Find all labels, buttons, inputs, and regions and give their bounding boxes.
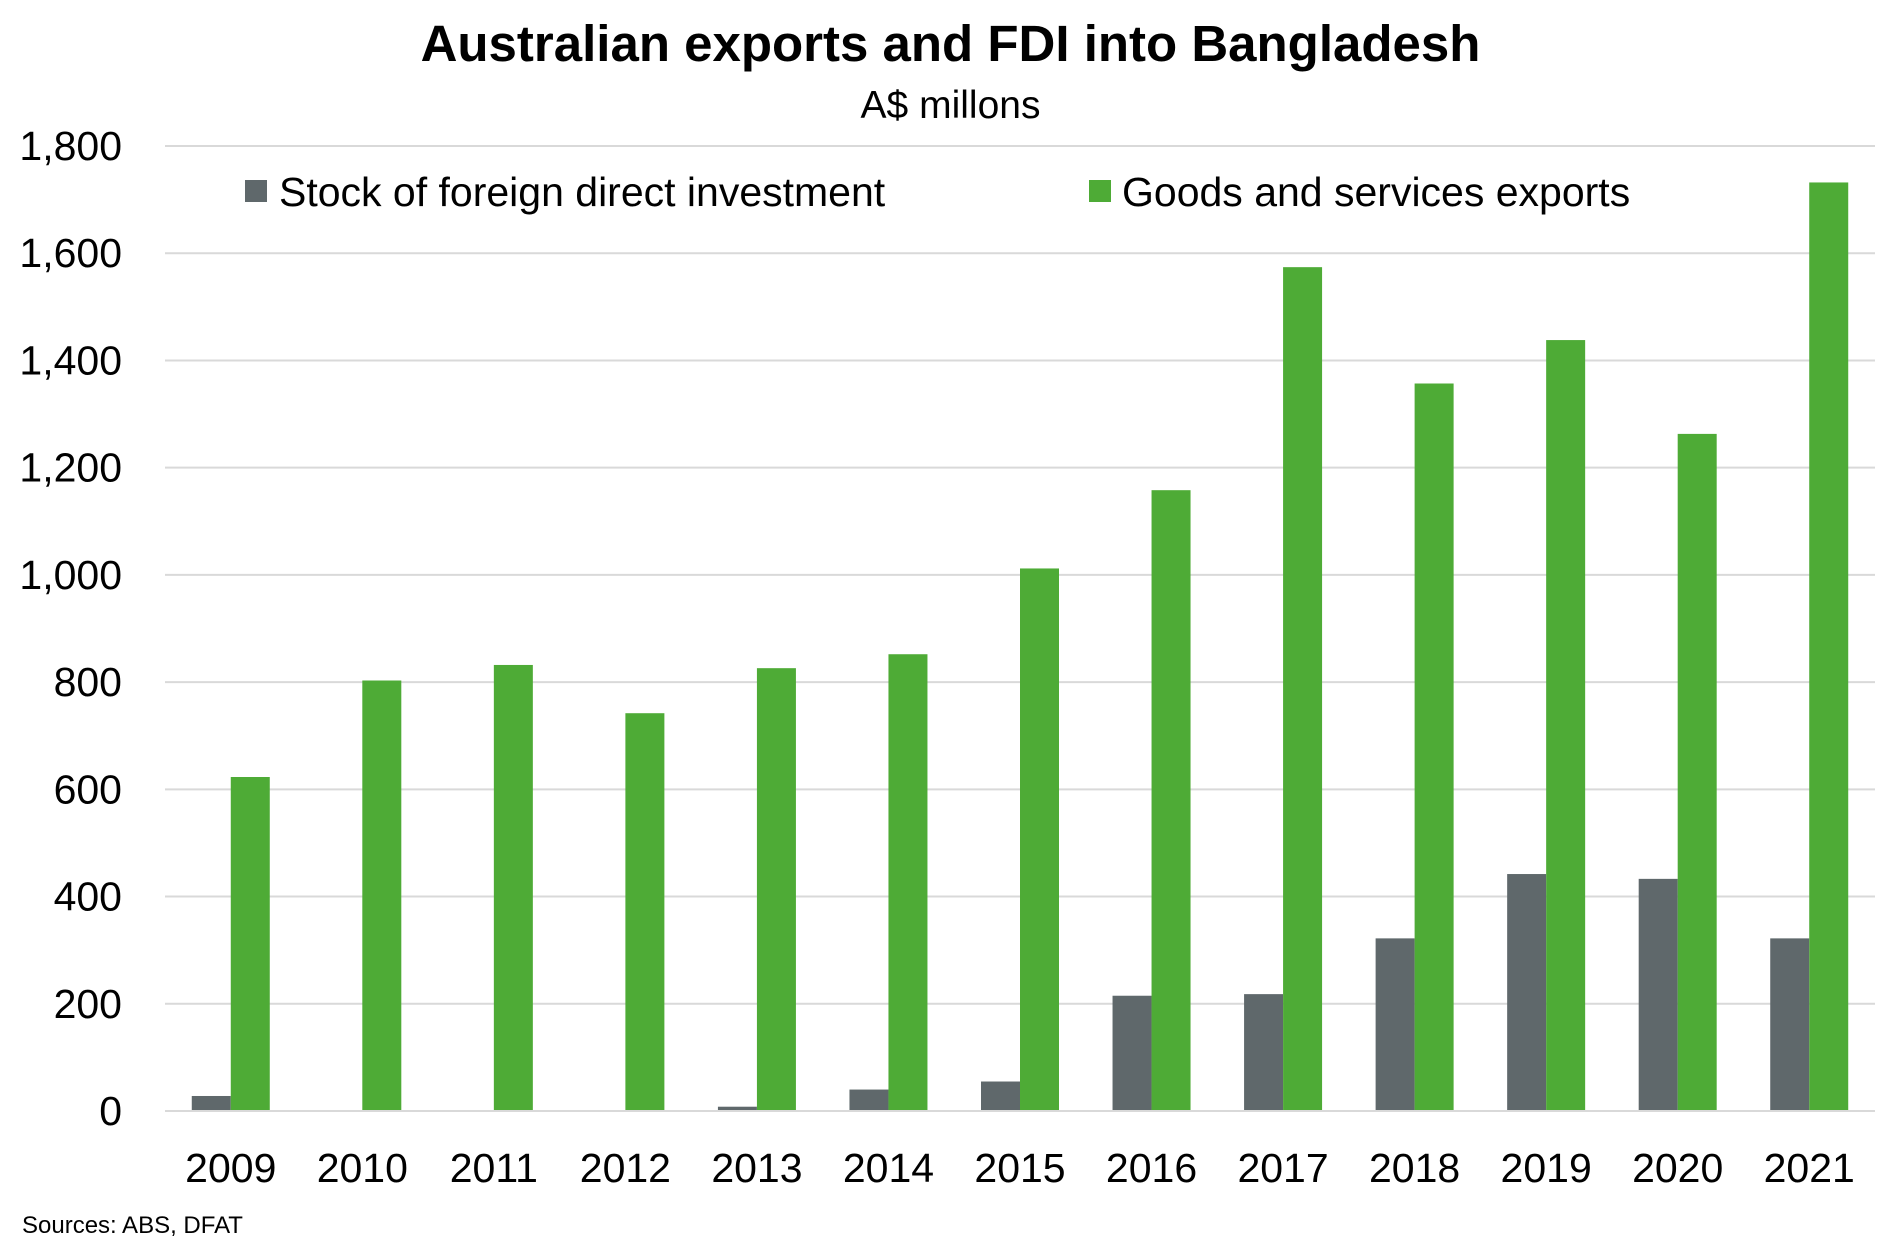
bar-exports-2009 <box>230 777 270 1111</box>
x-tick-label: 2018 <box>1369 1145 1460 1191</box>
bar-exports-2012 <box>625 713 665 1111</box>
x-tick-label: 2016 <box>1106 1145 1197 1191</box>
y-tick-label: 1,800 <box>19 123 122 169</box>
bar-fdi-2020 <box>1638 878 1678 1111</box>
bar-fdi-2009 <box>191 1095 231 1111</box>
x-tick-label: 2011 <box>450 1145 538 1191</box>
bar-exports-2017 <box>1283 267 1323 1111</box>
legend-swatch-fdi <box>245 180 267 202</box>
y-tick-label: 800 <box>54 659 122 705</box>
bar-exports-2015 <box>1020 568 1059 1111</box>
x-tick-label: 2021 <box>1764 1145 1855 1191</box>
bar-exports-2018 <box>1414 383 1454 1112</box>
x-tick-label: 2017 <box>1237 1145 1328 1191</box>
bar-exports-2016 <box>1151 490 1191 1111</box>
x-tick-label: 2019 <box>1501 1145 1592 1191</box>
legend-label-exports: Goods and services exports <box>1122 169 1630 215</box>
bars <box>191 182 1849 1112</box>
source-note: Sources: ABS, DFAT <box>22 1212 243 1239</box>
bar-fdi-2016 <box>1112 995 1152 1111</box>
bar-fdi-2021 <box>1770 938 1810 1111</box>
bar-exports-2020 <box>1677 433 1717 1111</box>
bar-exports-2014 <box>888 654 928 1111</box>
y-tick-label: 1,000 <box>19 552 122 598</box>
x-tick-label: 2009 <box>185 1145 276 1191</box>
x-tick-label: 2010 <box>317 1145 408 1191</box>
bar-fdi-2018 <box>1375 938 1415 1111</box>
y-tick-label: 200 <box>54 981 122 1027</box>
legend-swatch-exports <box>1089 180 1111 202</box>
y-tick-label: 1,400 <box>19 337 122 383</box>
y-tick-label: 600 <box>54 766 122 812</box>
y-axis-tick-labels: 0 200 400 600 800 1,000 1,200 1,400 1,600 1,800 <box>19 123 122 1134</box>
y-tick-label: 1,600 <box>19 230 122 276</box>
x-tick-label: 2014 <box>843 1145 934 1191</box>
x-tick-label: 2012 <box>580 1145 671 1191</box>
bar-fdi-2014 <box>849 1089 889 1111</box>
legend-label-fdi: Stock of foreign direct investment <box>279 169 886 215</box>
bar-exports-2010 <box>362 680 402 1111</box>
legend: Stock of foreign direct investment Goods… <box>245 169 1630 215</box>
chart-title: Australian exports and FDI into Banglade… <box>420 15 1481 72</box>
bar-fdi-2017 <box>1244 994 1284 1111</box>
x-tick-label: 2015 <box>974 1145 1065 1191</box>
y-tick-label: 0 <box>99 1088 122 1134</box>
bar-exports-2013 <box>756 668 796 1111</box>
y-tick-label: 1,200 <box>19 445 122 491</box>
y-tick-label: 400 <box>54 874 122 920</box>
bar-exports-2021 <box>1809 182 1849 1111</box>
bar-exports-2019 <box>1546 340 1586 1111</box>
bar-fdi-2013 <box>717 1106 757 1111</box>
x-tick-label: 2013 <box>711 1145 802 1191</box>
x-tick-label: 2020 <box>1632 1145 1723 1191</box>
chart-subtitle: A$ millons <box>860 84 1041 127</box>
x-axis-tick-labels: 2009 2010 2011 2012 2013 2014 2015 2016 2017 2018… <box>185 1145 1855 1191</box>
bar-fdi-2019 <box>1507 874 1547 1111</box>
bar-exports-2011 <box>493 664 533 1111</box>
bar-fdi-2015 <box>981 1081 1020 1111</box>
